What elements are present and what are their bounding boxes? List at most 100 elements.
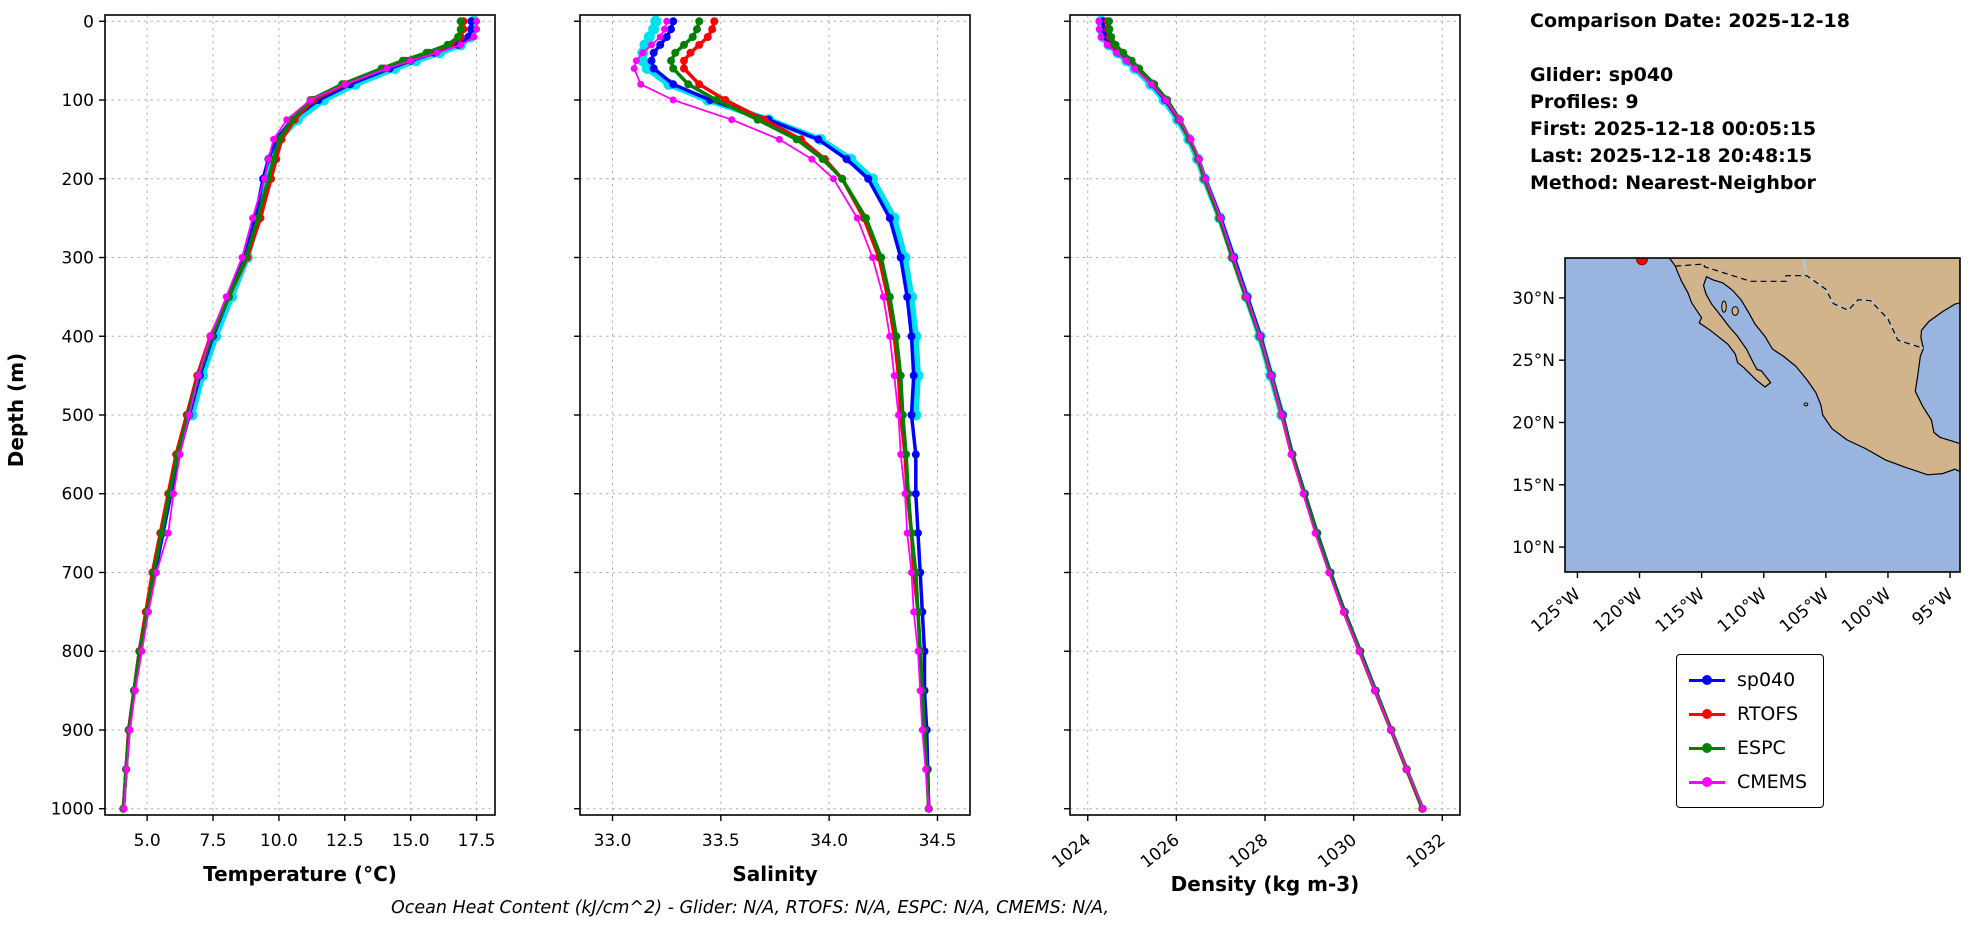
x-tick-label: 17.5 [458, 831, 496, 851]
x-tick-label: 1024 [1048, 830, 1094, 872]
lat-tick-label: 20°N [1512, 413, 1555, 433]
data-point-marker [814, 135, 823, 144]
salinity-profile-chart: 33.0 33.5 34.0 34.5 Salinity [574, 14, 971, 886]
lon-tick-label: 110°W [1714, 584, 1771, 637]
x-tick-label: 7.5 [200, 831, 227, 851]
data-point-marker [914, 647, 922, 655]
legend-dot-icon [1702, 675, 1712, 685]
series-line [189, 20, 477, 416]
lon-tick-label: 105°W [1776, 584, 1833, 637]
lon-tick-label: 95°W [1908, 584, 1957, 630]
data-point-marker [892, 332, 901, 341]
glider-location-marker [1636, 258, 1649, 266]
y-tick-label: 100 [62, 91, 94, 111]
data-point-marker [1119, 48, 1128, 57]
data-point-marker [669, 96, 677, 104]
ohc-caption: Ocean Heat Content (kJ/cm^2) - Glider: N… [390, 898, 1110, 918]
legend-item-cmems: CMEMS [1689, 765, 1807, 799]
legend-label-sp040: sp040 [1737, 669, 1796, 691]
x-tick-label: 34.5 [919, 831, 957, 851]
y-tick-label: 1000 [51, 800, 94, 820]
data-point-marker [656, 33, 664, 41]
data-point-marker [914, 529, 922, 538]
data-point-marker [1325, 569, 1333, 576]
method-text: Method: Nearest-Neighbor [1530, 172, 1816, 194]
data-point-marker [185, 411, 193, 419]
data-point-marker [433, 49, 441, 57]
legend-dot-icon [1702, 743, 1712, 753]
data-point-marker [818, 155, 827, 164]
x-tick-label: 1030 [1314, 830, 1360, 872]
data-point-marker [662, 33, 671, 41]
data-point-marker [648, 41, 655, 49]
data-point-marker [669, 80, 678, 89]
data-point-marker [1105, 25, 1114, 34]
data-point-marker [457, 41, 465, 49]
data-point-marker [170, 490, 177, 498]
y-tick-label: 300 [62, 249, 94, 269]
data-point-marker [1202, 175, 1210, 183]
data-point-marker [1243, 293, 1251, 301]
legend-label-rtofs: RTOFS [1737, 703, 1799, 725]
data-point-marker [897, 450, 905, 458]
data-point-marker [669, 17, 678, 26]
us-mexico-border [1675, 263, 1924, 349]
data-point-marker [1148, 80, 1155, 88]
legend-item-espc: ESPC [1689, 731, 1807, 765]
data-point-marker [647, 56, 656, 65]
data-point-marker [728, 116, 736, 124]
data-point-marker [695, 80, 704, 89]
lon-tick-label: 120°W [1590, 584, 1647, 637]
location-map: 30°N 25°N 20°N 15°N 10°N 125°W 120°W 115°W 110°W… [1512, 257, 1961, 637]
data-point-marker [249, 214, 257, 222]
map-island [1721, 300, 1727, 313]
y-tick-label: 800 [62, 642, 94, 662]
data-point-marker [1113, 49, 1120, 57]
lat-tick-label: 25°N [1512, 351, 1555, 371]
lon-tick-label: 125°W [1528, 584, 1585, 637]
map-frame [1564, 257, 1961, 573]
data-point-marker [669, 64, 678, 73]
lat-tick-label: 10°N [1512, 538, 1555, 558]
temperature-profile-chart: 5.0 7.5 10.0 12.5 15.0 17.5 0 100 200 300 400 500 60… [51, 12, 496, 886]
x-tick-label: 12.5 [326, 831, 364, 851]
data-point-marker [886, 332, 894, 340]
legend-label-espc: ESPC [1737, 737, 1786, 759]
data-point-marker [895, 411, 902, 419]
x-axis-title: Density (kg m-3) [1171, 872, 1360, 896]
data-point-marker [661, 25, 668, 33]
data-point-marker [1105, 17, 1113, 26]
y-tick-label: 600 [62, 485, 94, 505]
data-point-marker [283, 116, 291, 124]
data-point-marker [830, 175, 837, 183]
data-point-marker [903, 292, 912, 301]
data-point-marker [775, 135, 783, 143]
x-tick-label: 34.0 [810, 831, 848, 851]
series-CMEMS [120, 17, 481, 813]
legend-swatch-espc [1689, 743, 1725, 753]
data-point-marker [1195, 155, 1203, 163]
data-point-marker [1419, 805, 1427, 813]
data-point-marker [1176, 116, 1184, 124]
data-point-marker [1256, 332, 1264, 340]
data-point-marker [911, 450, 920, 459]
data-point-marker [1131, 65, 1139, 72]
data-point-marker [695, 40, 704, 49]
data-point-marker [206, 332, 214, 340]
data-point-marker [641, 63, 653, 74]
data-point-marker [1122, 57, 1130, 65]
data-point-marker [630, 65, 638, 72]
data-point-marker [896, 371, 905, 380]
data-point-marker [1095, 17, 1103, 25]
data-point-marker [695, 17, 704, 26]
data-point-marker [407, 57, 415, 65]
data-point-marker [918, 726, 926, 734]
data-point-marker [456, 25, 465, 34]
data-point-marker [307, 96, 314, 104]
series-CMEMS [1095, 17, 1427, 813]
data-point-marker [680, 56, 688, 65]
data-point-marker [253, 214, 262, 223]
x-tick-label: 15.0 [392, 831, 430, 851]
data-point-marker [632, 57, 640, 65]
data-point-marker [686, 48, 695, 57]
